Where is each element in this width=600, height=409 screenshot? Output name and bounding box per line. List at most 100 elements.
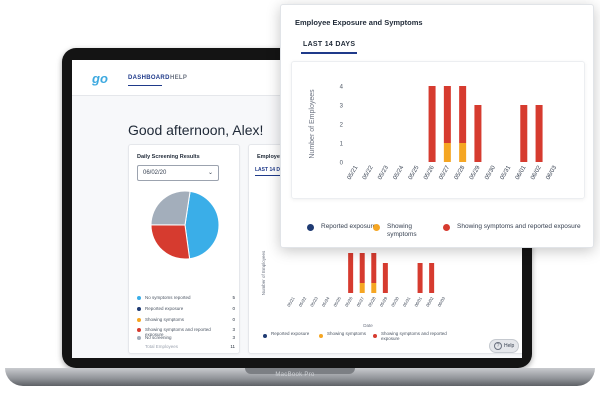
legend-label: Reported exposure	[145, 306, 184, 311]
legend-count: 0	[232, 306, 235, 311]
x-tick-label: 06/01	[515, 164, 528, 181]
popup-tab-underline	[301, 52, 357, 54]
pie-slice-0	[184, 190, 220, 260]
x-axis-label: Date	[363, 323, 373, 327]
date-select[interactable]: 06/02/20 ⌄	[137, 165, 219, 181]
pie-slice-4	[150, 190, 191, 226]
legend-row-reported-exposure: Reported exposure 0	[137, 306, 235, 315]
y-tick-label: 2	[340, 123, 344, 129]
x-tick-label: 05/29	[379, 295, 389, 307]
x-tick-label: 06/02	[425, 295, 435, 307]
question-icon: ?	[494, 342, 502, 350]
app-logo[interactable]: go	[92, 71, 108, 86]
x-tick-label: 05/21	[286, 295, 296, 307]
bar-05-27-series-2	[443, 86, 451, 143]
help-label: Help	[504, 343, 515, 349]
bar-05-29-series-2	[382, 263, 388, 293]
x-tick-label: 05/24	[393, 164, 406, 181]
y-tick-label: 3	[340, 104, 344, 110]
legend-label: Showing symptoms	[387, 223, 417, 238]
legend-dot	[373, 224, 380, 231]
bar-06-02-series-2	[535, 105, 543, 162]
bar-05-27-series-1	[443, 143, 451, 162]
legend-count: 5	[232, 295, 235, 300]
x-tick-label: 06/03	[545, 164, 558, 181]
legend-label: Showing symptoms and reported exposure	[145, 327, 211, 338]
legend-row-symptoms-and-exposure: Showing symptoms and reported exposure 3	[137, 327, 235, 339]
bar-05-29-series-2	[474, 105, 482, 162]
y-tick-label: 4	[340, 85, 344, 91]
tab-last-14-days[interactable]: LAST 14 DAYS	[255, 167, 290, 173]
x-tick-label: 05/31	[402, 295, 412, 307]
exposure-popup-card: Employee Exposure and Symptoms LAST 14 D…	[280, 4, 594, 248]
x-tick-label: 05/25	[332, 295, 342, 307]
popup-chart-frame: 0 1 2 3 4 Number of Employees 05/21 05/22 05/23 0…	[291, 61, 585, 199]
legend-label: No screening	[145, 335, 172, 340]
x-tick-label: 05/27	[356, 295, 366, 307]
x-tick-label: 05/21	[347, 164, 360, 181]
x-tick-label: 05/27	[438, 164, 451, 181]
legend-label: Showing symptoms	[145, 317, 185, 322]
bar-06-02-series-2	[429, 263, 435, 293]
x-tick-label: 05/22	[298, 295, 308, 307]
total-label: Total Employees	[145, 344, 179, 349]
legend-dot	[137, 336, 141, 340]
device-label: MacBook Pro	[275, 372, 315, 378]
x-tick-label: 05/26	[344, 295, 354, 307]
x-tick-label: 05/23	[309, 295, 319, 307]
legend-row-no-symptoms: No symptoms reported 5	[137, 295, 235, 304]
x-tick-label: 05/24	[321, 295, 331, 307]
legend-label: Reported exposure	[321, 223, 377, 230]
help-button[interactable]: ? Help	[489, 339, 519, 353]
x-tick-label: 05/26	[423, 164, 436, 181]
legend-dot	[137, 307, 141, 311]
legend-dot	[263, 334, 267, 338]
legend-label: Showing symptoms and reported exposure	[457, 223, 581, 230]
nav-dashboard[interactable]: DASHBOARD	[128, 75, 170, 81]
x-tick-label: 06/02	[530, 164, 543, 181]
legend-count: 0	[232, 317, 235, 322]
legend-dot	[137, 296, 141, 300]
bar-05-27-series-2	[359, 253, 365, 283]
nav-help[interactable]: HELP	[170, 75, 188, 81]
chevron-down-icon: ⌄	[207, 170, 213, 176]
legend-dot	[137, 318, 141, 322]
tab-underline	[255, 175, 289, 176]
mini-legend-label: Showing symptoms and reported exposure	[381, 331, 447, 341]
x-tick-label: 05/30	[390, 295, 400, 307]
laptop-base	[5, 368, 595, 386]
bar-06-01-series-2	[520, 105, 528, 162]
x-tick-label: 05/28	[367, 295, 377, 307]
legend-dot	[307, 224, 314, 231]
legend-count: 3	[232, 335, 235, 340]
mini-legend-label: Showing symptoms	[327, 331, 367, 336]
y-tick-label: 1	[340, 142, 344, 148]
x-tick-label: 06/03	[437, 295, 447, 307]
legend-dot	[137, 328, 141, 332]
x-tick-label: 05/28	[454, 164, 467, 181]
screening-pie-chart	[150, 190, 220, 260]
y-tick-label: 0	[340, 161, 344, 167]
bar-05-28-series-2	[459, 86, 467, 143]
bar-05-28-series-1	[371, 283, 377, 293]
screening-card-title: Daily Screening Results	[137, 154, 200, 160]
y-axis-label: Number of Employees	[309, 89, 316, 159]
laptop-notch	[245, 368, 355, 374]
bar-05-26-series-2	[428, 86, 436, 162]
bar-05-27-series-1	[359, 283, 365, 293]
nav-active-underline	[128, 85, 162, 86]
page-greeting: Good afternoon, Alex!	[128, 122, 264, 138]
x-tick-label: 06/01	[413, 295, 423, 307]
legend-count: 3	[232, 327, 235, 332]
bar-05-28-series-2	[371, 253, 377, 283]
popup-tab-last-14-days[interactable]: LAST 14 DAYS	[303, 41, 356, 48]
x-tick-label: 05/25	[408, 164, 421, 181]
y-axis-label: Number of Employees	[261, 250, 266, 295]
x-tick-label: 05/29	[469, 164, 482, 181]
x-tick-label: 05/31	[500, 164, 513, 181]
bar-06-01-series-2	[417, 263, 423, 293]
legend-dot	[443, 224, 450, 231]
popup-title: Employee Exposure and Symptoms	[295, 18, 423, 27]
